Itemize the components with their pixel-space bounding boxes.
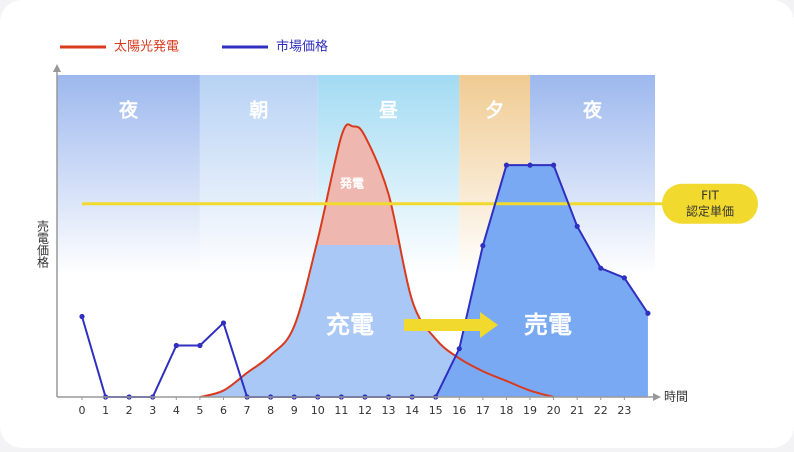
annotation: 充電 xyxy=(326,311,374,339)
point xyxy=(621,275,627,281)
point xyxy=(220,320,227,326)
annotation: 売電 xyxy=(524,311,572,339)
x-axis-arrow xyxy=(653,393,661,401)
fit-label: FIT xyxy=(701,188,719,202)
x-axis-label: 時間 xyxy=(664,390,688,404)
x-tick-label: 1 xyxy=(102,404,109,417)
series-line xyxy=(199,123,554,398)
x-tick-label: 0 xyxy=(78,404,85,417)
x-tick-label: 18 xyxy=(499,404,513,417)
point xyxy=(79,313,85,320)
x-tick-label: 22 xyxy=(594,404,608,417)
point xyxy=(503,162,510,168)
x-tick-label: 20 xyxy=(547,404,561,417)
x-tick-label: 12 xyxy=(358,404,372,417)
x-tick-label: 13 xyxy=(382,404,396,417)
sell-area xyxy=(435,165,648,397)
x-tick-label: 15 xyxy=(429,404,443,417)
x-tick-label: 17 xyxy=(476,404,490,417)
period-label: 夕 xyxy=(485,99,504,122)
period-label: 昼 xyxy=(379,100,398,122)
legend-label: 太陽光発電 xyxy=(114,40,179,55)
period-label: 夜 xyxy=(582,99,603,122)
x-tick-label: 7 xyxy=(244,404,251,417)
y-axis-label: 売電価格 xyxy=(36,219,50,268)
x-tick-label: 5 xyxy=(196,404,203,417)
point xyxy=(527,162,533,168)
period-label: 夜 xyxy=(118,99,139,122)
x-tick-label: 14 xyxy=(405,404,419,417)
x-tick-label: 9 xyxy=(291,404,298,417)
x-tick-label: 10 xyxy=(311,404,325,417)
point xyxy=(551,162,557,168)
x-tick-label: 6 xyxy=(220,404,227,417)
point xyxy=(574,223,580,229)
x-tick-label: 3 xyxy=(149,404,156,417)
x-tick-label: 23 xyxy=(617,404,631,417)
x-tick-label: 8 xyxy=(267,404,274,417)
point xyxy=(173,342,179,349)
fit-badge xyxy=(662,183,758,224)
x-tick-label: 2 xyxy=(126,404,133,417)
point xyxy=(197,342,203,349)
point xyxy=(598,265,604,271)
solar-area xyxy=(199,124,554,397)
legend-label: 市場価格 xyxy=(276,39,328,55)
x-tick-label: 21 xyxy=(570,404,584,417)
x-tick-label: 11 xyxy=(334,404,348,417)
x-tick-label: 4 xyxy=(173,404,180,417)
fit-label: 認定単価 xyxy=(686,203,734,218)
point xyxy=(645,310,651,316)
x-tick-label: 16 xyxy=(452,404,466,417)
period-label: 朝 xyxy=(249,100,268,122)
point xyxy=(480,243,486,249)
x-tick-label: 19 xyxy=(523,404,537,417)
annotation: 発電 xyxy=(339,176,364,191)
y-axis-arrow xyxy=(53,64,61,72)
arrow xyxy=(404,312,498,338)
point xyxy=(456,346,462,352)
